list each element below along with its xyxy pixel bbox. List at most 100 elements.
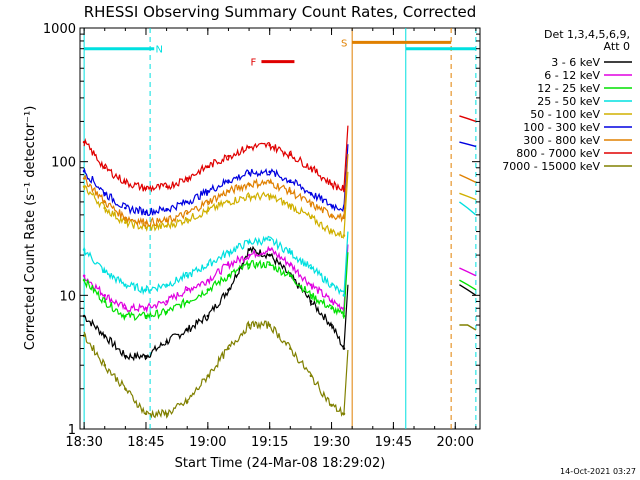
series-6-12-kev-point <box>103 294 107 297</box>
legend-header-line: Det 1,3,4,5,6,9, <box>544 28 630 41</box>
series-50-100-kev-point <box>247 195 251 198</box>
series-300-800-kev-point <box>144 221 148 224</box>
series-3-6-kev-point <box>330 323 333 327</box>
series-12-25-kev-point <box>309 294 313 297</box>
series-25-50-kev-rise <box>343 231 349 296</box>
legend-label-12-25-kev: 12 - 25 keV <box>537 82 600 95</box>
series-800-7000-kev-point <box>82 140 86 144</box>
series-300-800-kev-point <box>124 216 127 220</box>
series-6-12-kev-point <box>144 306 148 310</box>
series-800-7000-kev-point <box>289 153 292 156</box>
series-12-25-kev-point <box>103 300 107 303</box>
series-800-7000-kev-point <box>165 185 168 188</box>
series-6-12-kev-point <box>124 306 127 310</box>
series-25-50-kev-point <box>247 240 251 244</box>
series-800-7000-kev-point <box>227 154 230 158</box>
series-7000-15000-kev-point <box>227 347 230 350</box>
series-800-7000-kev-point <box>268 143 271 147</box>
series-100-300-kev-point <box>103 191 107 195</box>
series-25-50-kev-point <box>289 250 292 254</box>
series-3-6-kev-point <box>309 300 313 303</box>
series-6-12-kev-point <box>227 263 230 266</box>
series-12-25-kev-point <box>330 306 333 310</box>
series-7000-15000-kev-point <box>309 374 313 378</box>
series-7000-15000-kev-point <box>289 347 292 350</box>
timestamp: 14-Oct-2021 03:27 <box>560 467 636 476</box>
y-axis-label: Corrected Count Rate (s⁻¹ detector⁻¹) <box>23 106 38 351</box>
series-300-800-kev-point <box>103 200 107 204</box>
series-3-6-kev-point <box>206 314 210 318</box>
series-6-12-kev-point <box>185 288 189 292</box>
series-6-12-kev <box>83 245 345 314</box>
series-100-300-kev-late <box>459 141 477 148</box>
series-12-25-kev-point <box>289 274 292 278</box>
series-12-25-kev <box>83 259 345 322</box>
y-tick-label: 100 <box>51 156 76 171</box>
series-50-100-kev-point <box>268 195 271 198</box>
series-7000-15000-kev-point <box>165 412 168 416</box>
series-100-300-kev <box>83 167 345 217</box>
legend-label-6-12-kev: 6 - 12 keV <box>544 69 600 82</box>
series-7000-15000-kev-point <box>185 400 189 404</box>
series-50-100-kev-point <box>289 204 292 207</box>
series-100-300-kev-point <box>268 170 271 174</box>
plot-frame <box>79 27 481 430</box>
annotation-label-s: S <box>341 38 347 49</box>
series-layer <box>82 115 477 419</box>
series-25-50-kev-point <box>227 250 230 254</box>
chart-title: RHESSI Observing Summary Count Rates, Co… <box>84 3 477 21</box>
series-100-300-kev-point <box>227 179 230 183</box>
series-6-12-kev-point <box>206 278 210 282</box>
series-3-6-kev-point <box>124 354 127 358</box>
series-7000-15000-kev-point <box>144 412 148 416</box>
series-50-100-kev-late <box>459 192 477 201</box>
x-axis-label: Start Time (24-Mar-08 18:29:02) <box>175 456 386 471</box>
legend-label-3-6-kev: 3 - 6 keV <box>551 56 600 69</box>
series-7000-15000-kev-point <box>342 412 346 416</box>
legend-label-800-7000-kev: 800 - 7000 keV <box>516 147 600 160</box>
x-tick-label: 19:15 <box>251 435 288 450</box>
series-12-25-kev-point <box>206 288 210 292</box>
series-7000-15000-kev-point <box>247 323 251 327</box>
series-12-25-kev-point <box>268 263 271 266</box>
annotations-layer: N F S <box>84 38 476 69</box>
series-25-50-kev <box>83 235 345 296</box>
series-6-12-kev-point <box>268 248 271 251</box>
series-300-800-kev-rise <box>343 154 349 218</box>
x-tick-label: 18:30 <box>65 435 102 450</box>
series-7000-15000-kev-point <box>206 374 210 378</box>
series-25-50-kev-point <box>206 263 210 266</box>
legend-label-100-300-kev: 100 - 300 keV <box>523 121 600 134</box>
series-25-50-kev-point <box>342 294 346 297</box>
series-100-300-kev-point <box>206 190 210 193</box>
series-50-100-kev-point <box>165 224 168 228</box>
series-12-25-kev-point <box>165 310 168 314</box>
series-100-300-kev-point <box>124 206 127 210</box>
series-50-100-kev-rise <box>343 171 349 236</box>
series-800-7000-kev-point <box>247 146 251 149</box>
series-100-300-kev-point <box>247 171 251 175</box>
series-25-50-kev-point <box>103 270 107 274</box>
series-100-300-kev-point <box>330 204 333 207</box>
series-25-50-kev-point <box>124 283 127 287</box>
series-100-300-kev-point <box>144 210 148 214</box>
series-100-300-kev-point <box>165 208 168 211</box>
series-6-12-kev-point <box>289 263 292 266</box>
guides-layer <box>83 28 477 429</box>
series-800-7000-kev <box>83 137 345 193</box>
x-tick-label: 19:00 <box>189 435 226 450</box>
x-tick-label: 19:45 <box>375 435 412 450</box>
series-3-6-kev-point <box>165 340 168 343</box>
series-12-25-kev-late <box>459 279 477 291</box>
series-7000-15000-kev-point <box>124 387 127 391</box>
series-800-7000-kev-point <box>144 187 148 190</box>
series-7000-15000-kev-point <box>82 334 86 337</box>
series-800-7000-kev-point <box>330 182 333 186</box>
series-300-800-kev-point <box>247 182 251 186</box>
series-25-50-kev-point <box>82 248 86 251</box>
series-3-6-kev-point <box>185 328 189 332</box>
series-300-800-kev-late <box>459 173 477 184</box>
series-100-300-kev-point <box>82 169 86 173</box>
series-300-800-kev-point <box>268 181 271 184</box>
